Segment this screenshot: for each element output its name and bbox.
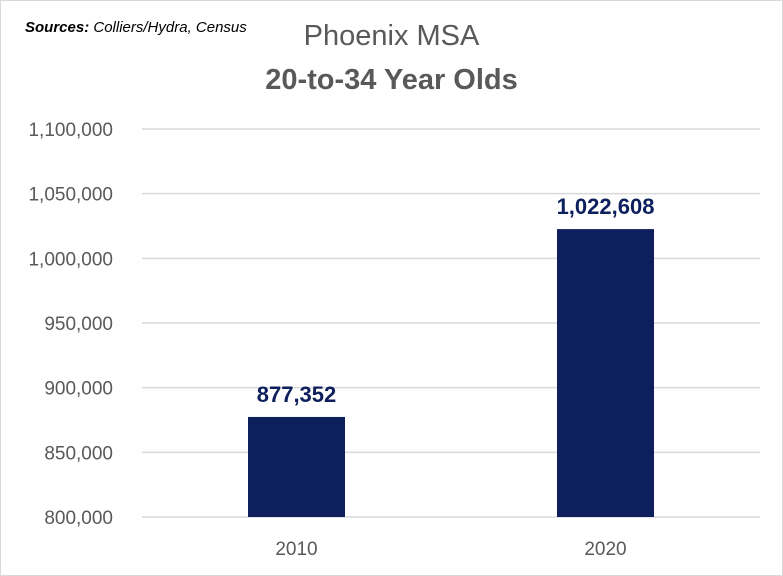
data-label: 877,352 — [257, 382, 337, 407]
source-label: Sources: — [25, 19, 90, 36]
y-tick-label: 1,000,000 — [28, 249, 113, 270]
y-tick-label: 900,000 — [44, 379, 113, 400]
y-tick-label: 950,000 — [44, 314, 113, 335]
y-tick-label: 1,050,000 — [28, 185, 113, 206]
source-note: Sources: Colliers/Hydra, Census — [25, 19, 247, 36]
source-text: Colliers/Hydra, Census — [93, 19, 247, 36]
bar — [557, 229, 654, 517]
chart-title: Phoenix MSA — [303, 20, 480, 52]
y-tick-label: 800,000 — [44, 508, 113, 529]
y-tick-label: 850,000 — [44, 443, 113, 464]
bar — [248, 416, 345, 517]
chart-subtitle: 20-to-34 Year Olds — [265, 64, 518, 96]
x-tick-label: 2020 — [584, 539, 626, 560]
y-tick-label: 1,100,000 — [28, 120, 113, 141]
data-label: 1,022,608 — [557, 194, 655, 219]
x-tick-label: 2010 — [275, 539, 317, 560]
